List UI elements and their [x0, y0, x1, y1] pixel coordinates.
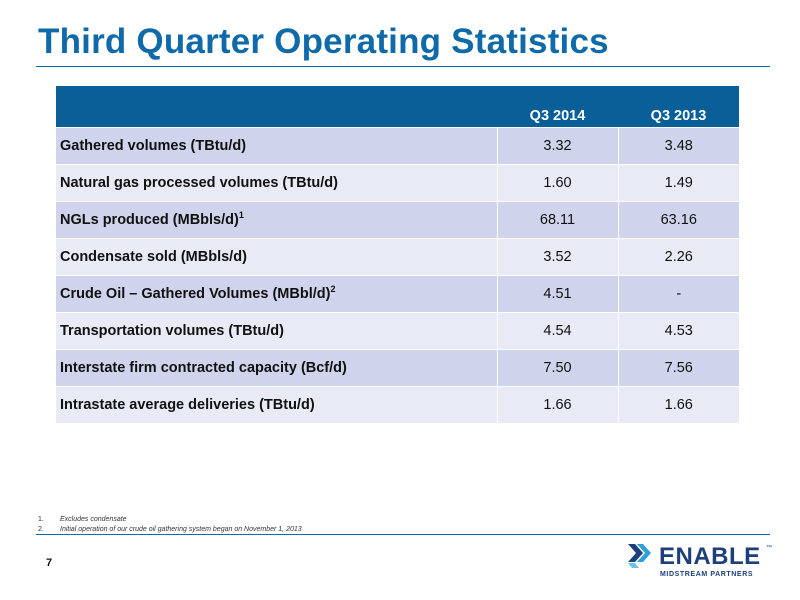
value-q3-2014: 1.66 — [496, 386, 618, 423]
footnote-number: 1. — [38, 515, 44, 523]
table-row: Transportation volumes (TBtu/d) 4.54 4.53 — [56, 312, 739, 350]
page-title: Third Quarter Operating Statistics — [38, 22, 609, 61]
row-label-text: Crude Oil – Gathered Volumes (MBbl/d) — [60, 286, 331, 302]
page-number: 7 — [46, 557, 53, 569]
row-label-text: NGLs produced (MBbls/d) — [60, 212, 239, 228]
footnote-1: 1. Excludes condensate — [38, 514, 302, 524]
value-q3-2013: 1.66 — [617, 386, 739, 423]
logo-trademark: ™ — [766, 545, 772, 551]
row-label-text: Transportation volumes (TBtu/d) — [60, 323, 284, 339]
row-label: Crude Oil – Gathered Volumes (MBbl/d)2 — [56, 275, 497, 313]
table-row: Interstate firm contracted capacity (Bcf… — [56, 349, 739, 387]
table-header-row: Q3 2014 Q3 2013 — [56, 86, 739, 128]
logo-subtitle: MIDSTREAM PARTNERS — [660, 571, 754, 578]
value-q3-2013: 2.26 — [617, 238, 739, 276]
value-q3-2014: 4.54 — [496, 312, 618, 350]
footnote-text: Initial operation of our crude oil gathe… — [60, 525, 302, 533]
title-divider — [36, 66, 770, 67]
operating-statistics-table: Q3 2014 Q3 2013 Gathered volumes (TBtu/d… — [56, 86, 739, 423]
value-q3-2013: 63.16 — [617, 201, 739, 239]
logo-wordmark: ENABLE — [659, 543, 761, 570]
row-label-text: Gathered volumes (TBtu/d) — [60, 138, 247, 154]
row-label: Natural gas processed volumes (TBtu/d) — [56, 164, 497, 202]
table-row: Condensate sold (MBbls/d) 3.52 2.26 — [56, 238, 739, 276]
row-label: Transportation volumes (TBtu/d) — [56, 312, 497, 350]
value-q3-2014: 4.51 — [496, 275, 618, 313]
value-q3-2014: 68.11 — [496, 201, 618, 239]
header-label-cell — [56, 86, 497, 128]
table-row: Intrastate average deliveries (TBtu/d) 1.… — [56, 386, 739, 423]
value-q3-2014: 1.60 — [496, 164, 618, 202]
table-row: Crude Oil – Gathered Volumes (MBbl/d)2 4.… — [56, 275, 739, 313]
enable-logo: ENABLE ™ MIDSTREAM PARTNERS — [626, 541, 776, 581]
value-q3-2013: 1.49 — [617, 164, 739, 202]
row-label-text: Natural gas processed volumes (TBtu/d) — [60, 175, 338, 191]
row-label: Condensate sold (MBbls/d) — [56, 238, 497, 276]
row-label: Interstate firm contracted capacity (Bcf… — [56, 349, 497, 387]
value-q3-2013: 3.48 — [617, 127, 739, 165]
enable-chevron-icon — [628, 544, 651, 568]
footnote-2: 2. Initial operation of our crude oil ga… — [38, 524, 302, 534]
header-q3-2013: Q3 2013 — [618, 86, 739, 128]
header-q3-2014: Q3 2014 — [497, 86, 618, 128]
row-label-text: Condensate sold (MBbls/d) — [60, 249, 247, 265]
value-q3-2014: 3.52 — [496, 238, 618, 276]
row-label-text: Intrastate average deliveries (TBtu/d) — [60, 397, 315, 413]
table-row: NGLs produced (MBbls/d)1 68.11 63.16 — [56, 201, 739, 239]
footer-divider — [36, 534, 770, 535]
footnote-reference: 2 — [330, 284, 336, 295]
row-label: Gathered volumes (TBtu/d) — [56, 127, 497, 165]
value-q3-2014: 3.32 — [496, 127, 618, 165]
value-q3-2013: 7.56 — [617, 349, 739, 387]
value-q3-2013: 4.53 — [617, 312, 739, 350]
row-label-text: Interstate firm contracted capacity (Bcf… — [60, 360, 347, 376]
value-q3-2013: - — [617, 275, 739, 313]
row-label: Intrastate average deliveries (TBtu/d) — [56, 386, 497, 423]
table-row: Natural gas processed volumes (TBtu/d) 1.… — [56, 164, 739, 202]
footnote-number: 2. — [38, 525, 44, 533]
footnotes: 1. Excludes condensate 2. Initial operat… — [38, 514, 302, 534]
row-label: NGLs produced (MBbls/d)1 — [56, 201, 497, 239]
value-q3-2014: 7.50 — [496, 349, 618, 387]
footnote-reference: 1 — [238, 210, 244, 221]
footnote-text: Excludes condensate — [60, 515, 127, 523]
table-row: Gathered volumes (TBtu/d) 3.32 3.48 — [56, 127, 739, 165]
